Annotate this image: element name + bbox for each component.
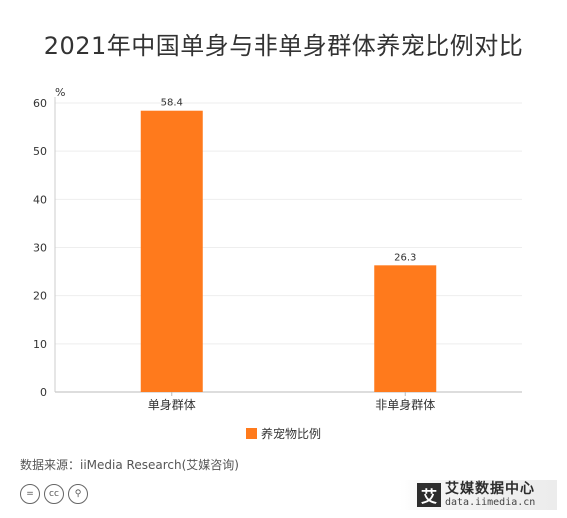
brand-logo-icon: 艾 xyxy=(417,483,441,507)
y-tick-label: 50 xyxy=(33,145,47,158)
source-note: 数据来源：iiMedia Research(艾媒咨询) xyxy=(20,458,239,472)
cc-icon: cc xyxy=(44,484,64,504)
legend: 养宠物比例 xyxy=(246,425,321,442)
bar-chart: 0 10 20 30 40 50 60% 58.4 单身群体 26.3 非单身群体 xyxy=(33,86,522,412)
y-tick-label: 40 xyxy=(33,193,47,206)
license-icons: = cc ⚲ xyxy=(20,484,88,504)
brand-name: 艾媒数据中心 xyxy=(445,481,535,497)
legend-swatch xyxy=(246,428,257,439)
y-tick-label: 20 xyxy=(33,290,47,303)
chart-title: 2021年中国单身与非单身群体养宠比例对比 xyxy=(43,32,524,60)
x-tick-label: 单身群体 xyxy=(148,397,196,412)
y-tick-label: 10 xyxy=(33,338,47,351)
y-tick-label: 30 xyxy=(33,242,47,255)
y-axis-unit: % xyxy=(55,86,65,99)
x-tick-label: 非单身群体 xyxy=(375,397,435,412)
bar xyxy=(374,265,437,392)
y-tick-label: 60 xyxy=(33,97,47,110)
brand-watermark: 艾 艾媒数据中心 data.iimedia.cn xyxy=(399,480,557,510)
bar xyxy=(140,110,203,392)
y-tick-label: 0 xyxy=(40,386,47,399)
brand-url: data.iimedia.cn xyxy=(445,497,536,508)
legend-label: 养宠物比例 xyxy=(261,427,322,441)
equals-icon: = xyxy=(20,484,40,504)
data-label: 58.4 xyxy=(161,98,183,109)
person-icon: ⚲ xyxy=(68,484,88,504)
data-label: 26.3 xyxy=(394,252,416,263)
